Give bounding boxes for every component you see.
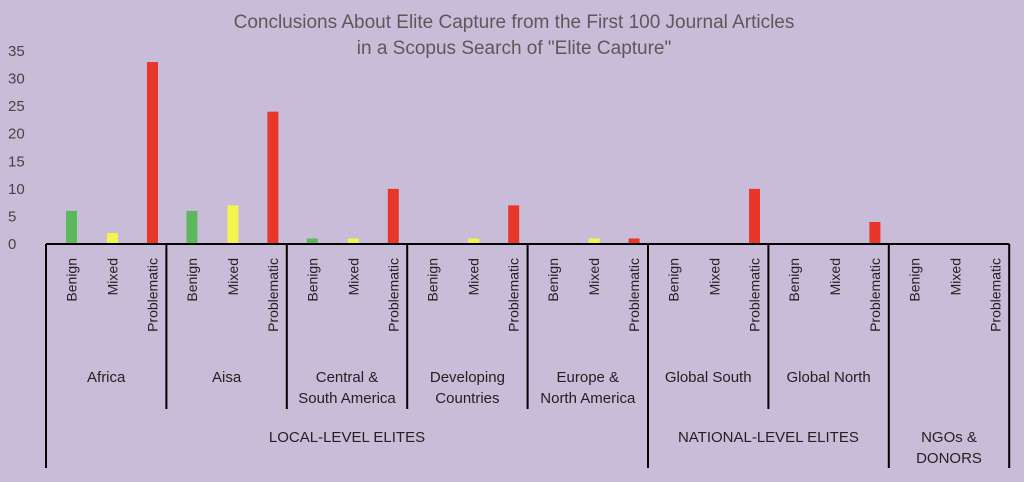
bar-label-problematic: Problematic [385, 258, 401, 332]
y-tick-label: 5 [8, 208, 16, 225]
bar-label-benign: Benign [304, 258, 320, 302]
bar-label-benign: Benign [786, 258, 802, 302]
bar-label-problematic: Problematic [867, 258, 883, 332]
level-label: DONORS [916, 450, 982, 467]
bar-mixed [588, 238, 600, 244]
bar-mixed [468, 238, 480, 244]
group-label: Aisa [212, 369, 242, 386]
bar-problematic [508, 205, 520, 244]
bar-label-benign: Benign [425, 258, 441, 302]
bar-label-mixed: Mixed [105, 258, 121, 295]
bar-problematic [749, 188, 760, 244]
level-label: NGOs & [921, 429, 977, 446]
bar-problematic [147, 62, 158, 245]
bar-label-mixed: Mixed [225, 258, 241, 295]
bar-benign [66, 210, 77, 244]
bar-mixed [347, 238, 359, 244]
y-tick-label: 10 [8, 181, 25, 198]
group-label: Africa [87, 369, 126, 386]
bar-label-benign: Benign [666, 258, 682, 302]
y-tick-label: 35 [8, 43, 25, 60]
group-label: Countries [435, 390, 499, 407]
bar-mixed [227, 205, 239, 244]
bar-problematic [267, 111, 279, 245]
bar-label-benign: Benign [64, 258, 80, 302]
bar-label-benign: Benign [184, 258, 200, 302]
y-tick-label: 15 [8, 153, 25, 170]
bar-label-mixed: Mixed [827, 258, 843, 295]
bar-label-mixed: Mixed [707, 258, 723, 295]
bar-label-problematic: Problematic [626, 258, 642, 332]
bar-label-problematic: Problematic [265, 258, 281, 332]
bar-label-problematic: Problematic [987, 258, 1003, 332]
y-tick-label: 20 [8, 126, 25, 143]
bar-problematic [387, 188, 399, 244]
bar-label-mixed: Mixed [345, 258, 361, 295]
bars [66, 62, 881, 245]
group-label: Europe & [557, 369, 620, 386]
bar-label-mixed: Mixed [947, 258, 963, 295]
y-tick-label: 25 [8, 98, 25, 115]
bar-label-mixed: Mixed [586, 258, 602, 295]
category-frame [45, 243, 1011, 468]
bar-label-mixed: Mixed [466, 258, 482, 295]
bar-label-benign: Benign [545, 258, 561, 302]
category-labels: Benign Mixed Problematic Africa Benign Mixed P… [64, 258, 1004, 467]
bar-problematic [869, 221, 881, 244]
y-axis: 0 5 10 15 20 25 30 35 [8, 43, 25, 253]
y-tick-label: 30 [8, 71, 25, 88]
chart-title-line-2: in a Scopus Search of "Elite Capture" [357, 38, 672, 59]
bar-problematic [628, 238, 640, 244]
bar-label-problematic: Problematic [145, 258, 161, 332]
bar-mixed [107, 232, 118, 244]
group-label: Central & [316, 369, 379, 386]
bar-label-problematic: Problematic [747, 258, 763, 332]
y-tick-label: 0 [8, 236, 16, 253]
group-label: Global North [786, 369, 870, 386]
chart-title-line-1: Conclusions About Elite Capture from the… [234, 12, 795, 33]
bar-benign [306, 238, 318, 244]
bar-label-problematic: Problematic [506, 258, 522, 332]
group-label: Global South [665, 369, 752, 386]
bar-benign [186, 210, 198, 244]
group-label: North America [540, 390, 636, 407]
group-label: Developing [430, 369, 505, 386]
level-label: LOCAL-LEVEL ELITES [269, 429, 425, 446]
bar-label-benign: Benign [906, 258, 922, 302]
level-label: NATIONAL-LEVEL ELITES [678, 429, 859, 446]
group-label: South America [298, 390, 396, 407]
